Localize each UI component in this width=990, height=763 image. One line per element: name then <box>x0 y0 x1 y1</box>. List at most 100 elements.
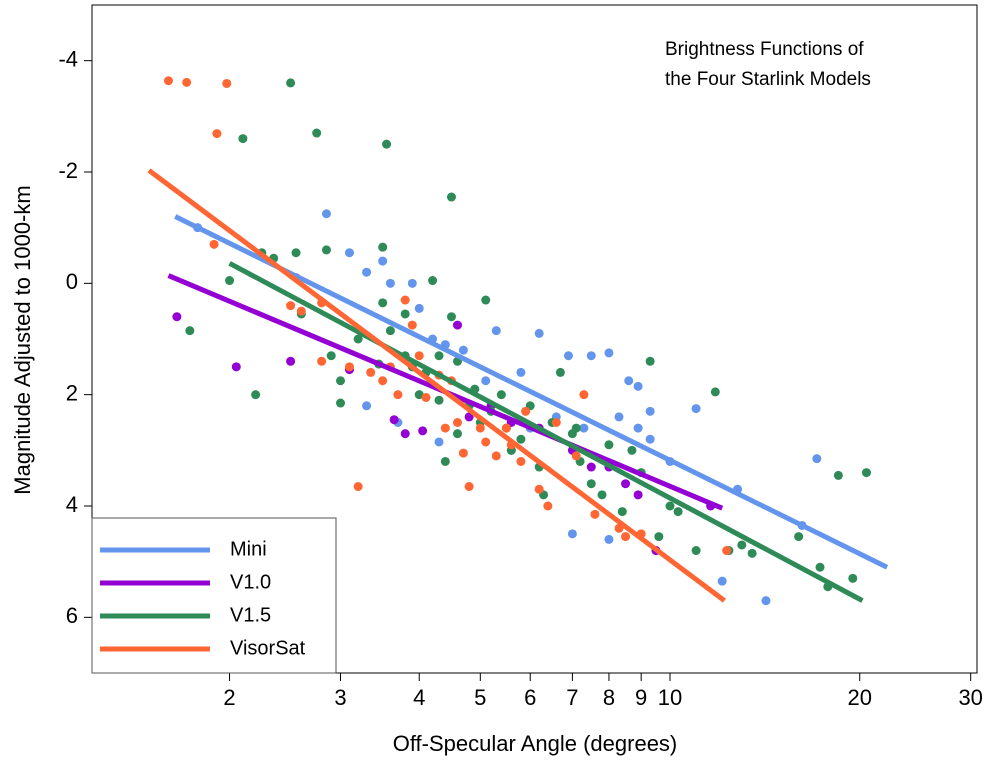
point <box>209 239 219 249</box>
point <box>225 276 235 286</box>
point <box>296 306 306 316</box>
point <box>761 596 771 606</box>
point <box>475 423 485 433</box>
point <box>407 278 417 288</box>
annotation: Brightness Functions of <box>665 39 864 60</box>
point <box>452 418 462 427</box>
point <box>555 367 565 377</box>
point <box>434 437 444 447</box>
point <box>212 129 222 139</box>
point <box>516 434 526 444</box>
point <box>633 490 643 500</box>
point <box>446 312 456 322</box>
point <box>501 423 511 433</box>
point <box>481 295 491 305</box>
legend-label: V1.0 <box>230 571 271 593</box>
x-tick-label: 3 <box>334 685 346 710</box>
x-tick-label: 8 <box>603 685 615 710</box>
point <box>645 406 655 416</box>
point <box>633 381 643 391</box>
point <box>481 376 491 386</box>
fit-line <box>174 214 889 570</box>
point <box>336 398 346 408</box>
point <box>385 278 395 288</box>
point <box>385 326 395 336</box>
point <box>617 507 627 517</box>
y-tick-label: -2 <box>58 158 78 183</box>
point <box>458 448 468 458</box>
point <box>571 423 581 433</box>
point <box>567 529 577 539</box>
point <box>717 576 727 586</box>
y-tick-label: 4 <box>66 492 78 517</box>
point <box>400 309 410 319</box>
point <box>321 209 331 219</box>
point <box>378 256 388 266</box>
point <box>579 390 589 400</box>
point <box>654 532 664 542</box>
point <box>344 248 354 258</box>
point <box>378 298 388 308</box>
point <box>833 470 843 480</box>
point <box>516 367 526 377</box>
point <box>317 356 327 366</box>
point <box>344 362 354 372</box>
point <box>621 532 631 542</box>
point <box>286 78 296 88</box>
point <box>534 328 544 338</box>
point <box>428 276 438 286</box>
point <box>551 418 561 427</box>
legend: Mini V1.0 V1.5 VisorSat <box>91 517 337 674</box>
point <box>407 320 417 330</box>
x-tick-label: 20 <box>847 685 871 710</box>
point <box>400 295 410 305</box>
point <box>366 367 376 377</box>
point <box>393 390 403 400</box>
point <box>691 546 701 556</box>
point <box>353 482 363 492</box>
point <box>665 501 675 511</box>
point <box>185 326 195 336</box>
point <box>848 573 858 583</box>
point <box>286 301 296 311</box>
point <box>496 390 506 400</box>
point <box>421 392 431 402</box>
point <box>633 423 643 433</box>
point <box>336 376 346 386</box>
point <box>414 351 424 361</box>
fit-line <box>228 261 864 603</box>
point <box>326 351 336 361</box>
x-tick-label: 9 <box>635 685 647 710</box>
point <box>627 445 637 455</box>
x-tick-label: 7 <box>566 685 578 710</box>
point <box>440 423 450 433</box>
point <box>604 348 614 358</box>
point <box>491 451 501 461</box>
x-axis-label: Off-Specular Angle (degrees) <box>393 731 678 756</box>
fit-line <box>147 168 726 603</box>
point <box>414 303 424 313</box>
point <box>382 139 392 149</box>
point <box>521 406 531 416</box>
x-tick-label: 10 <box>658 685 682 710</box>
point <box>586 462 596 472</box>
point <box>624 376 634 386</box>
y-axis-label: Magnitude Adjusted to 1000-km <box>10 185 35 494</box>
point <box>452 429 462 439</box>
point <box>481 437 491 447</box>
point <box>231 362 241 372</box>
point <box>563 351 573 361</box>
point <box>464 482 474 492</box>
point <box>621 479 631 489</box>
point <box>362 267 372 277</box>
annotation: the Four Starlink Models <box>665 69 871 90</box>
point <box>645 434 655 444</box>
point <box>458 345 468 355</box>
point <box>172 312 182 322</box>
point <box>534 484 544 494</box>
point <box>722 546 732 556</box>
point <box>673 507 683 517</box>
point <box>543 501 553 511</box>
point <box>747 548 757 558</box>
point <box>163 76 173 86</box>
